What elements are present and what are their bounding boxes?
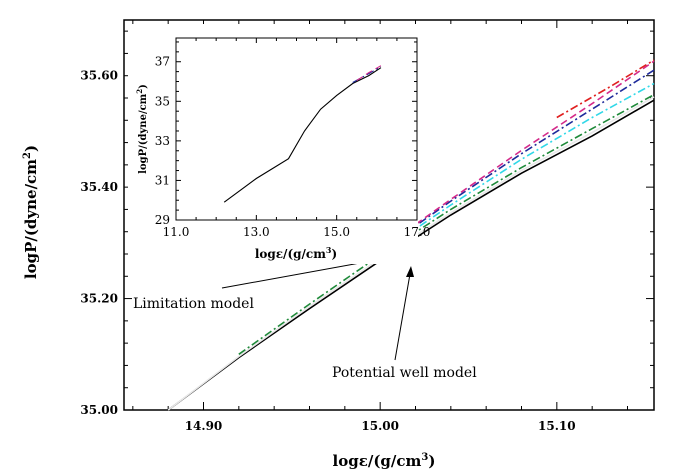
series-line-3 <box>238 93 655 355</box>
y-tick-label: 29 <box>155 213 170 227</box>
annotation-limitation-model: Limitation model <box>133 296 254 312</box>
y-tick-label: 37 <box>155 55 170 69</box>
inset-tick-labels: 29 31 33 35 37 11.0 13.0 15.0 17.0 <box>155 55 431 239</box>
annotations: Limitation model Potential well model <box>133 255 477 381</box>
inset-axis-ticks <box>175 38 418 221</box>
inset-y-axis-label: logP/(dyne/cm2) <box>135 84 149 174</box>
y-tick-label: 35.60 <box>80 69 118 83</box>
series-line-7 <box>556 59 655 119</box>
series-line-4 <box>379 82 655 254</box>
main-axis-ticks <box>124 20 654 411</box>
y-tick-label: 33 <box>155 134 170 148</box>
annotation-arrow-potential-well <box>394 273 411 361</box>
inset-x-axis-label: logε/(g/cm3) <box>255 245 337 261</box>
x-axis-label: logε/(g/cm3) <box>333 452 436 470</box>
x-tick-label: 17.0 <box>404 225 431 239</box>
y-tick-label: 31 <box>155 173 170 187</box>
y-tick-label: 35.00 <box>80 403 118 417</box>
main-tick-labels: 35.00 35.20 35.40 35.60 14.90 15.00 15.10 <box>80 69 575 433</box>
series-line-6 <box>379 60 655 251</box>
annotation-potential-well-model: Potential well model <box>332 365 477 381</box>
series-line-1 <box>223 67 382 203</box>
y-tick-label: 35.40 <box>80 180 118 194</box>
x-tick-label: 15.10 <box>538 419 576 433</box>
y-tick-label: 35.20 <box>80 292 118 306</box>
y-axis-label: logP/(dyne/cm2) <box>22 145 40 279</box>
series-line-5 <box>379 69 655 252</box>
main-plot-frame <box>123 19 655 411</box>
inset-series-group <box>223 65 382 203</box>
x-tick-label: 11.0 <box>163 225 190 239</box>
x-tick-label: 15.0 <box>323 225 350 239</box>
x-tick-label: 14.90 <box>185 419 223 433</box>
y-tick-label: 35 <box>155 94 170 108</box>
x-tick-label: 13.0 <box>243 225 270 239</box>
annotation-arrowhead-potential-well <box>406 266 414 277</box>
x-tick-label: 15.00 <box>361 419 399 433</box>
series-line-3 <box>356 65 382 81</box>
